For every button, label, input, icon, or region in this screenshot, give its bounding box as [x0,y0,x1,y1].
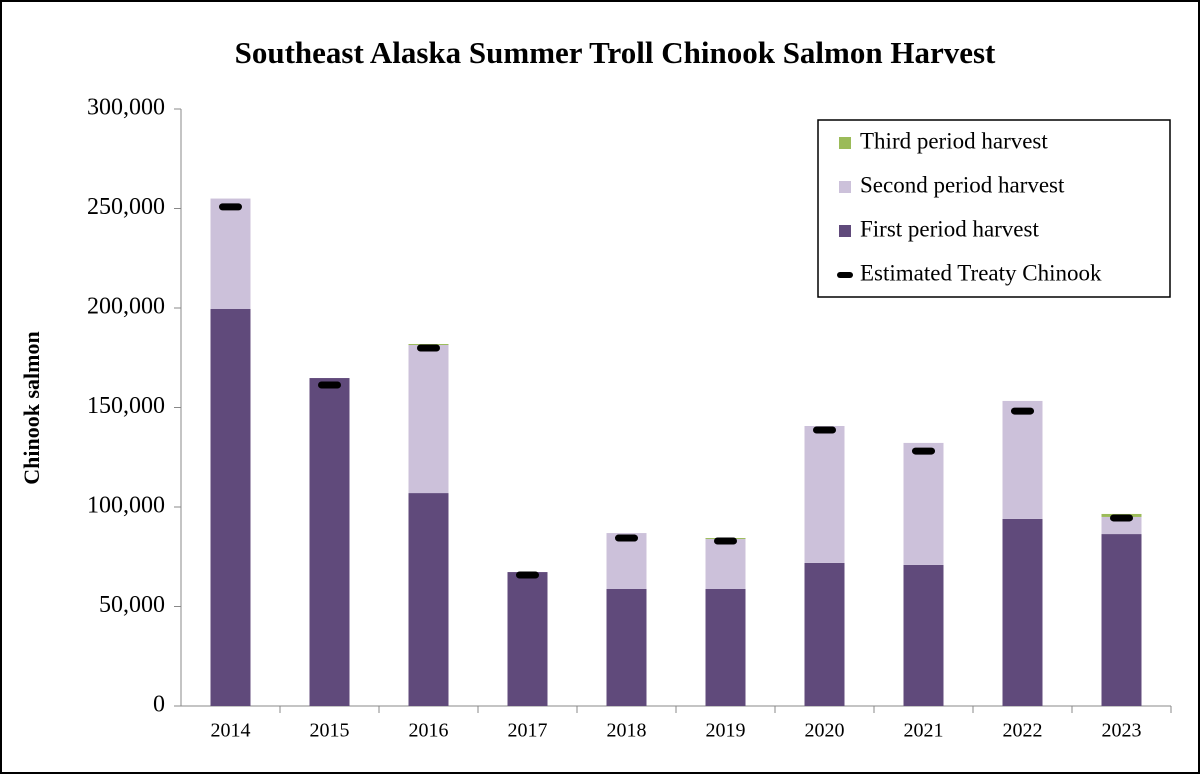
bar-segment [804,562,845,706]
bar-segment [606,588,647,706]
bar-segment [309,378,350,706]
bar-segment [408,345,449,494]
bar-segment [1002,518,1043,706]
y-axis-label: Chinook salmon [19,331,44,484]
bar-segment [903,564,944,706]
y-tick-label: 0 [153,692,165,718]
legend-swatch [839,225,851,237]
bar-segment [210,198,251,309]
bar-segment [705,539,746,589]
bar-segment [507,572,548,706]
bar-segment [408,493,449,706]
bar-segment [804,426,845,563]
x-tick-label: 2023 [1102,720,1142,742]
x-tick-label: 2014 [211,720,251,742]
y-tick-label: 200,000 [87,294,165,320]
x-tick-label: 2018 [607,720,647,742]
legend-swatch [839,181,851,193]
x-tick-label: 2019 [706,720,746,742]
x-tick-label: 2021 [904,720,944,742]
bar-segment [903,442,944,565]
bar-segment [705,588,746,706]
x-tick-label: 2020 [805,720,845,742]
bar-segment [1002,400,1043,519]
x-tick-label: 2017 [508,720,548,742]
bar-segment [606,533,647,589]
chart-title: Southeast Alaska Summer Troll Chinook Sa… [235,35,996,70]
y-tick-label: 300,000 [87,95,165,121]
legend-box [817,119,1171,298]
x-tick-label: 2016 [409,720,449,742]
y-tick-label: 50,000 [99,592,165,618]
legend-label: Estimated Treaty Chinook [860,260,1102,285]
x-tick-label: 2022 [1003,720,1043,742]
legend-label: Second period harvest [860,172,1065,197]
bar-segment [210,308,251,706]
bar-segment [1101,516,1142,535]
legend-label: First period harvest [860,216,1039,241]
y-tick-label: 250,000 [87,194,165,220]
y-tick-label: 100,000 [87,493,165,519]
legend-label: Third period harvest [860,128,1048,153]
bar-segment [1101,534,1142,706]
x-tick-label: 2015 [310,720,350,742]
legend-swatch [839,137,851,149]
y-tick-label: 150,000 [87,393,165,419]
